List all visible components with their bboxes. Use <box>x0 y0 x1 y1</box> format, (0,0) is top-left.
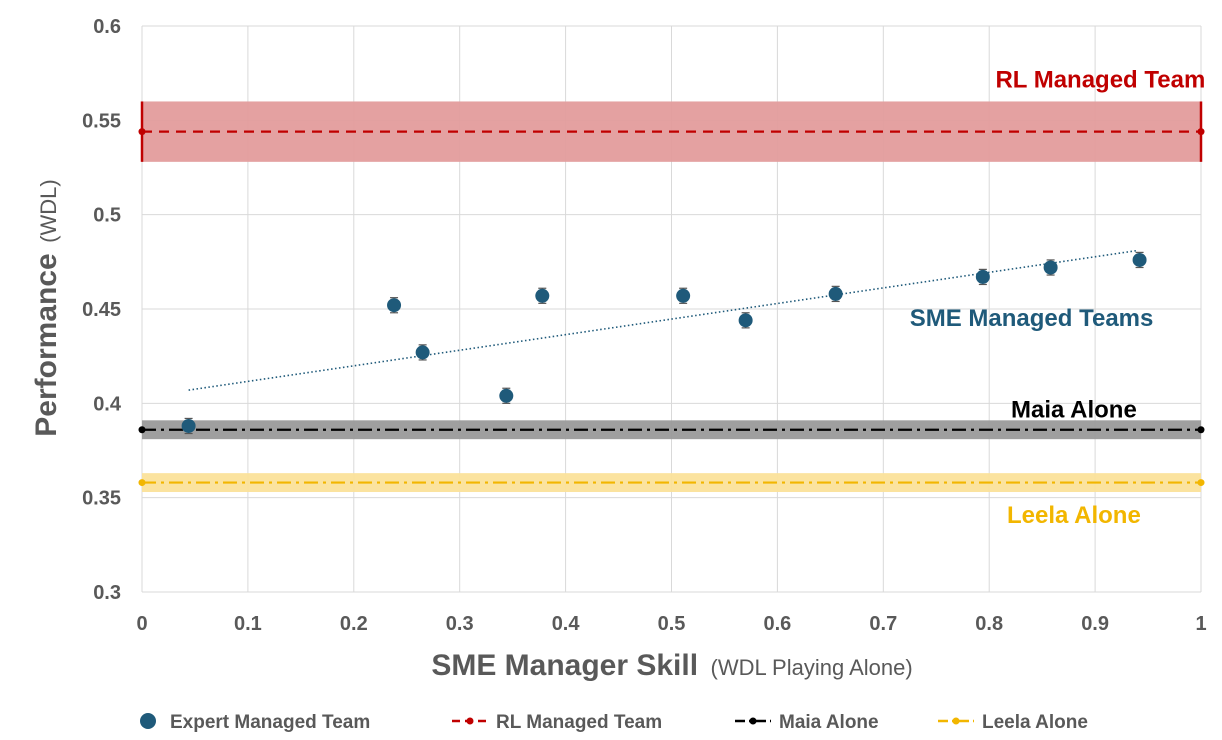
annotation-maia-alone: Maia Alone <box>1011 396 1137 423</box>
legend-label-rl-managed-team: RL Managed Team <box>496 712 662 733</box>
x-tick-label-9: 0.9 <box>1081 613 1109 635</box>
leela-alone-endpoint-right <box>1197 479 1205 487</box>
y-tick-label-5: 0.55 <box>82 110 121 132</box>
y-tick-label-3: 0.45 <box>82 299 121 321</box>
legend-dot-maia-alone <box>749 717 757 725</box>
data-point-9 <box>1043 260 1058 275</box>
y-tick-label-6: 0.6 <box>93 16 121 38</box>
data-point-1 <box>387 298 402 313</box>
reference-bands <box>142 101 1201 493</box>
y-tick-label-2: 0.4 <box>93 393 122 415</box>
leela-alone-endpoint-left <box>138 479 146 487</box>
scatter-points <box>181 251 1147 435</box>
data-point-10 <box>1132 252 1147 267</box>
y-tick-label-0: 0.3 <box>93 582 121 604</box>
legend: Expert Managed Team RL Managed Team Maia A… <box>140 712 1088 733</box>
data-point-7 <box>828 286 843 301</box>
x-axis-title: SME Manager Skill (WDL Playing Alone) <box>431 649 912 682</box>
x-tick-label-3: 0.3 <box>446 613 474 635</box>
y-tick-label-1: 0.35 <box>82 488 121 510</box>
maia-alone-endpoint-left <box>138 426 146 434</box>
legend-dot-rl-managed-team <box>466 717 474 725</box>
data-point-8 <box>975 269 990 284</box>
data-point-2 <box>415 345 430 360</box>
legend-dot-leela-alone <box>952 717 960 725</box>
x-tick-label-6: 0.6 <box>763 613 791 635</box>
data-point-6 <box>738 313 753 328</box>
data-point-5 <box>676 288 691 303</box>
x-axis-title-sub: (WDL Playing Alone) <box>711 655 913 680</box>
legend-label-maia-alone: Maia Alone <box>779 712 879 733</box>
legend-label-expert-managed-team: Expert Managed Team <box>170 712 370 733</box>
annotations: RL Managed Team SME Managed Teams Maia Alo… <box>910 66 1206 529</box>
x-tick-label-5: 0.5 <box>658 613 686 635</box>
tick-labels: 0 0.1 0.2 0.3 0.4 0.5 0.6 0.7 0.8 0.9 1 0.3 0.35 0.4 0… <box>82 16 1207 635</box>
data-point-3 <box>499 388 514 403</box>
legend-marker-expert-managed-team <box>140 713 156 729</box>
x-tick-label-7: 0.7 <box>869 613 897 635</box>
y-axis-title: Performance (WDL) <box>30 179 63 436</box>
x-tick-label-8: 0.8 <box>975 613 1003 635</box>
leela-alone-band <box>142 473 1201 493</box>
reference-lines <box>138 101 1205 487</box>
data-point-4 <box>535 288 550 303</box>
annotation-sme-managed-teams: SME Managed Teams <box>910 305 1154 332</box>
y-axis-title-main: Performance <box>30 253 63 436</box>
x-axis-title-main: SME Manager Skill <box>431 649 698 682</box>
legend-label-leela-alone: Leela Alone <box>982 712 1088 733</box>
maia-alone-endpoint-right <box>1197 426 1205 434</box>
data-point-0 <box>181 418 196 433</box>
annotation-rl-managed-team: RL Managed Team <box>995 66 1205 93</box>
x-tick-label-0: 0 <box>136 613 147 635</box>
x-tick-label-10: 1 <box>1195 613 1206 635</box>
annotation-leela-alone: Leela Alone <box>1007 502 1141 529</box>
x-tick-label-1: 0.1 <box>234 613 262 635</box>
y-tick-label-4: 0.5 <box>93 205 121 227</box>
x-tick-label-2: 0.2 <box>340 613 368 635</box>
maia-alone-band <box>142 420 1201 440</box>
x-tick-label-4: 0.4 <box>552 613 581 635</box>
y-axis-title-sub: (WDL) <box>36 179 61 243</box>
